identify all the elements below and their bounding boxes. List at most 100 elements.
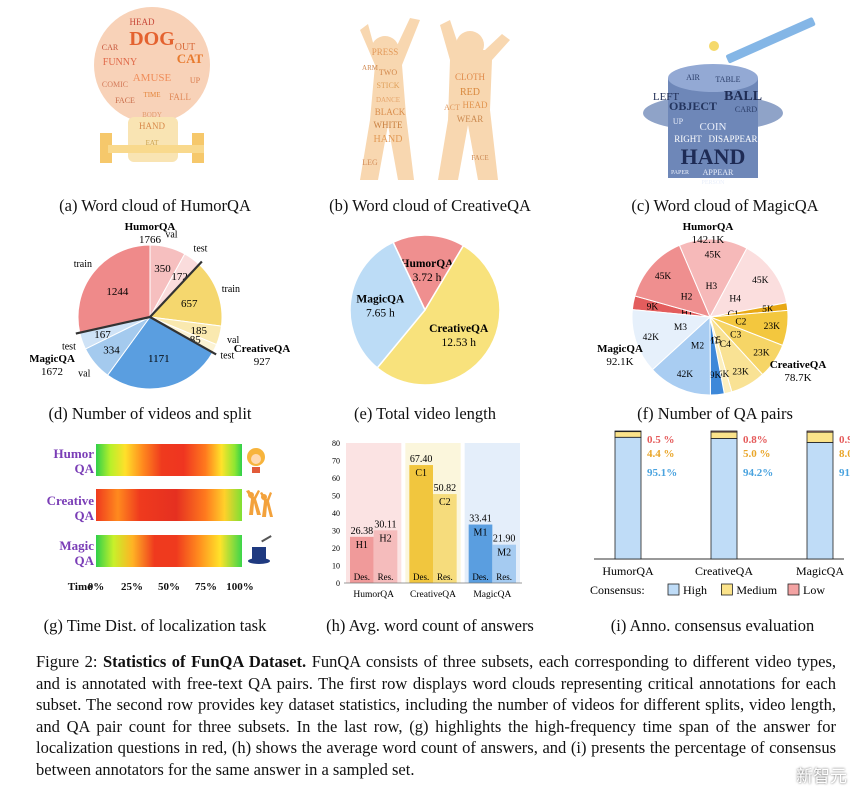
high-value-label: 95.1% bbox=[647, 467, 677, 479]
dancer-icon bbox=[246, 490, 273, 517]
slice-code-label: M1 bbox=[706, 336, 719, 346]
svg-text:AIR: AIR bbox=[686, 73, 700, 82]
pie-slice bbox=[651, 315, 711, 396]
y-tick-label: 70 bbox=[332, 457, 340, 466]
split-name-label: test bbox=[62, 342, 76, 353]
svg-text:DISAPPEAR: DISAPPEAR bbox=[708, 134, 757, 144]
bar bbox=[468, 524, 493, 583]
group-name-label: HumorQA bbox=[683, 222, 734, 233]
slice-code-label: C2 bbox=[735, 317, 746, 327]
svg-text:RIGHT: RIGHT bbox=[674, 134, 702, 144]
svg-text:FACE: FACE bbox=[115, 96, 135, 105]
group-separator bbox=[75, 315, 151, 335]
svg-text:FACE: FACE bbox=[471, 154, 488, 162]
svg-text:OUT: OUT bbox=[175, 42, 196, 53]
svg-text:AMUSE: AMUSE bbox=[133, 72, 172, 84]
svg-text:TIME: TIME bbox=[143, 91, 160, 99]
row-label-magic-2: QA bbox=[75, 553, 95, 568]
heat-xtick: 100% bbox=[226, 581, 254, 593]
bar bbox=[492, 544, 516, 583]
svg-text:OBJECT: OBJECT bbox=[669, 99, 717, 113]
slice-value-label: 23K bbox=[753, 348, 770, 358]
watermark: 新智元 bbox=[796, 767, 847, 786]
svg-text:CAT: CAT bbox=[177, 51, 204, 66]
chart-consensus: 95.1% 4.4 % 0.5 % HumorQA 94.2% 5.0 % 0.8% Crea… bbox=[590, 430, 850, 597]
legend-label: High bbox=[683, 583, 707, 597]
low-value-label: 0.5 % bbox=[647, 434, 675, 446]
bar-code-label: M1 bbox=[474, 528, 488, 539]
figure-title: Statistics of FunQA Dataset. bbox=[103, 652, 307, 671]
svg-text:WHITE: WHITE bbox=[374, 120, 403, 130]
legend-swatch bbox=[787, 583, 800, 596]
category-label: HumorQA bbox=[602, 564, 654, 578]
svg-text:CAR: CAR bbox=[102, 43, 119, 52]
slice-code-label: C5 bbox=[710, 336, 721, 346]
bar bbox=[409, 465, 433, 583]
heat-xtick: 50% bbox=[158, 581, 180, 593]
bar-code-label: C1 bbox=[415, 468, 427, 479]
row-label-creative-1: Creative bbox=[47, 493, 95, 508]
bar-category-label: Des. bbox=[413, 572, 429, 582]
creativeqa-wordcloud: PRESS TWO STICK ARM CLOTH RED HEAD WEAR … bbox=[360, 18, 510, 180]
svg-text:PRESS: PRESS bbox=[372, 47, 399, 57]
heat-xtick: 0% bbox=[88, 581, 105, 593]
pie-slice bbox=[678, 238, 748, 319]
stacked-bar-segment bbox=[806, 431, 834, 443]
slice-code-label: C3 bbox=[730, 331, 741, 341]
group-total-label: 927 bbox=[254, 356, 271, 368]
bar-code-label: H1 bbox=[356, 540, 368, 551]
slice-name-label: HumorQA bbox=[401, 258, 455, 270]
stacked-bar-segment bbox=[614, 436, 642, 560]
svg-text:CLOTH: CLOTH bbox=[455, 72, 485, 82]
group-name-label: MagicQA bbox=[30, 353, 75, 365]
slice-code-label: C4 bbox=[720, 340, 731, 350]
slice-value-label: 3.72 h bbox=[413, 272, 442, 284]
split-name-label: val bbox=[78, 368, 90, 379]
bar-category-label: Des. bbox=[354, 572, 370, 582]
slice-code-label: H3 bbox=[706, 282, 718, 292]
y-tick-label: 30 bbox=[332, 527, 340, 536]
bar-code-label: C2 bbox=[439, 497, 451, 508]
svg-text:ARM: ARM bbox=[362, 64, 379, 72]
slice-value-label: 42K bbox=[677, 370, 694, 380]
group-label: HumorQA bbox=[353, 590, 394, 600]
chart-qa-pairs: H19KH245KH345KH445KC15KC223KC323KC423KC5… bbox=[597, 222, 827, 396]
group-total-label: 1672 bbox=[41, 366, 63, 378]
group-name-label: CreativeQA bbox=[770, 359, 827, 371]
bar-value-label: 67.40 bbox=[410, 454, 433, 465]
split-name-label: val bbox=[165, 230, 177, 241]
svg-text:BALL: BALL bbox=[724, 89, 762, 104]
bar-value-label: 50.82 bbox=[434, 483, 457, 494]
medium-value-label: 5.0 % bbox=[743, 448, 771, 460]
svg-text:HAND: HAND bbox=[139, 121, 165, 131]
group-total-label: 142.1K bbox=[692, 234, 725, 246]
slice-value-label: 350 bbox=[154, 263, 171, 275]
row-label-humor-2: QA bbox=[75, 461, 95, 476]
pie-slice bbox=[376, 244, 501, 386]
heat-xtick: 75% bbox=[195, 581, 217, 593]
humor-emoji-icon bbox=[247, 448, 265, 473]
split-name-label: train bbox=[222, 284, 240, 295]
svg-text:WEAR: WEAR bbox=[457, 114, 484, 124]
stacked-bar-segment bbox=[710, 438, 738, 560]
group-name-label: CreativeQA bbox=[234, 343, 290, 355]
caption-g: (g) Time Dist. of localization task bbox=[43, 616, 267, 635]
caption-c: (c) Word cloud of MagicQA bbox=[631, 196, 819, 215]
y-tick-label: 60 bbox=[332, 474, 340, 483]
stacked-bar-segment bbox=[710, 430, 738, 433]
stacked-bar-segment bbox=[806, 430, 834, 433]
slice-value-label: 185 bbox=[190, 325, 207, 337]
svg-text:UP: UP bbox=[673, 117, 684, 126]
slice-value-label: 45K bbox=[752, 276, 769, 286]
svg-text:TWO: TWO bbox=[379, 68, 397, 77]
slice-value-label: 5K bbox=[718, 370, 730, 380]
slice-value-label: 23K bbox=[732, 367, 749, 377]
slice-name-label: CreativeQA bbox=[429, 323, 489, 335]
high-value-label: 94.2% bbox=[743, 467, 773, 479]
svg-text:FUNNY: FUNNY bbox=[103, 57, 137, 68]
svg-text:BODY: BODY bbox=[142, 111, 162, 119]
svg-text:UP: UP bbox=[190, 76, 201, 85]
svg-text:FALL: FALL bbox=[169, 92, 191, 102]
svg-text:PERSON: PERSON bbox=[701, 180, 725, 186]
split-name-label: train bbox=[74, 259, 92, 270]
